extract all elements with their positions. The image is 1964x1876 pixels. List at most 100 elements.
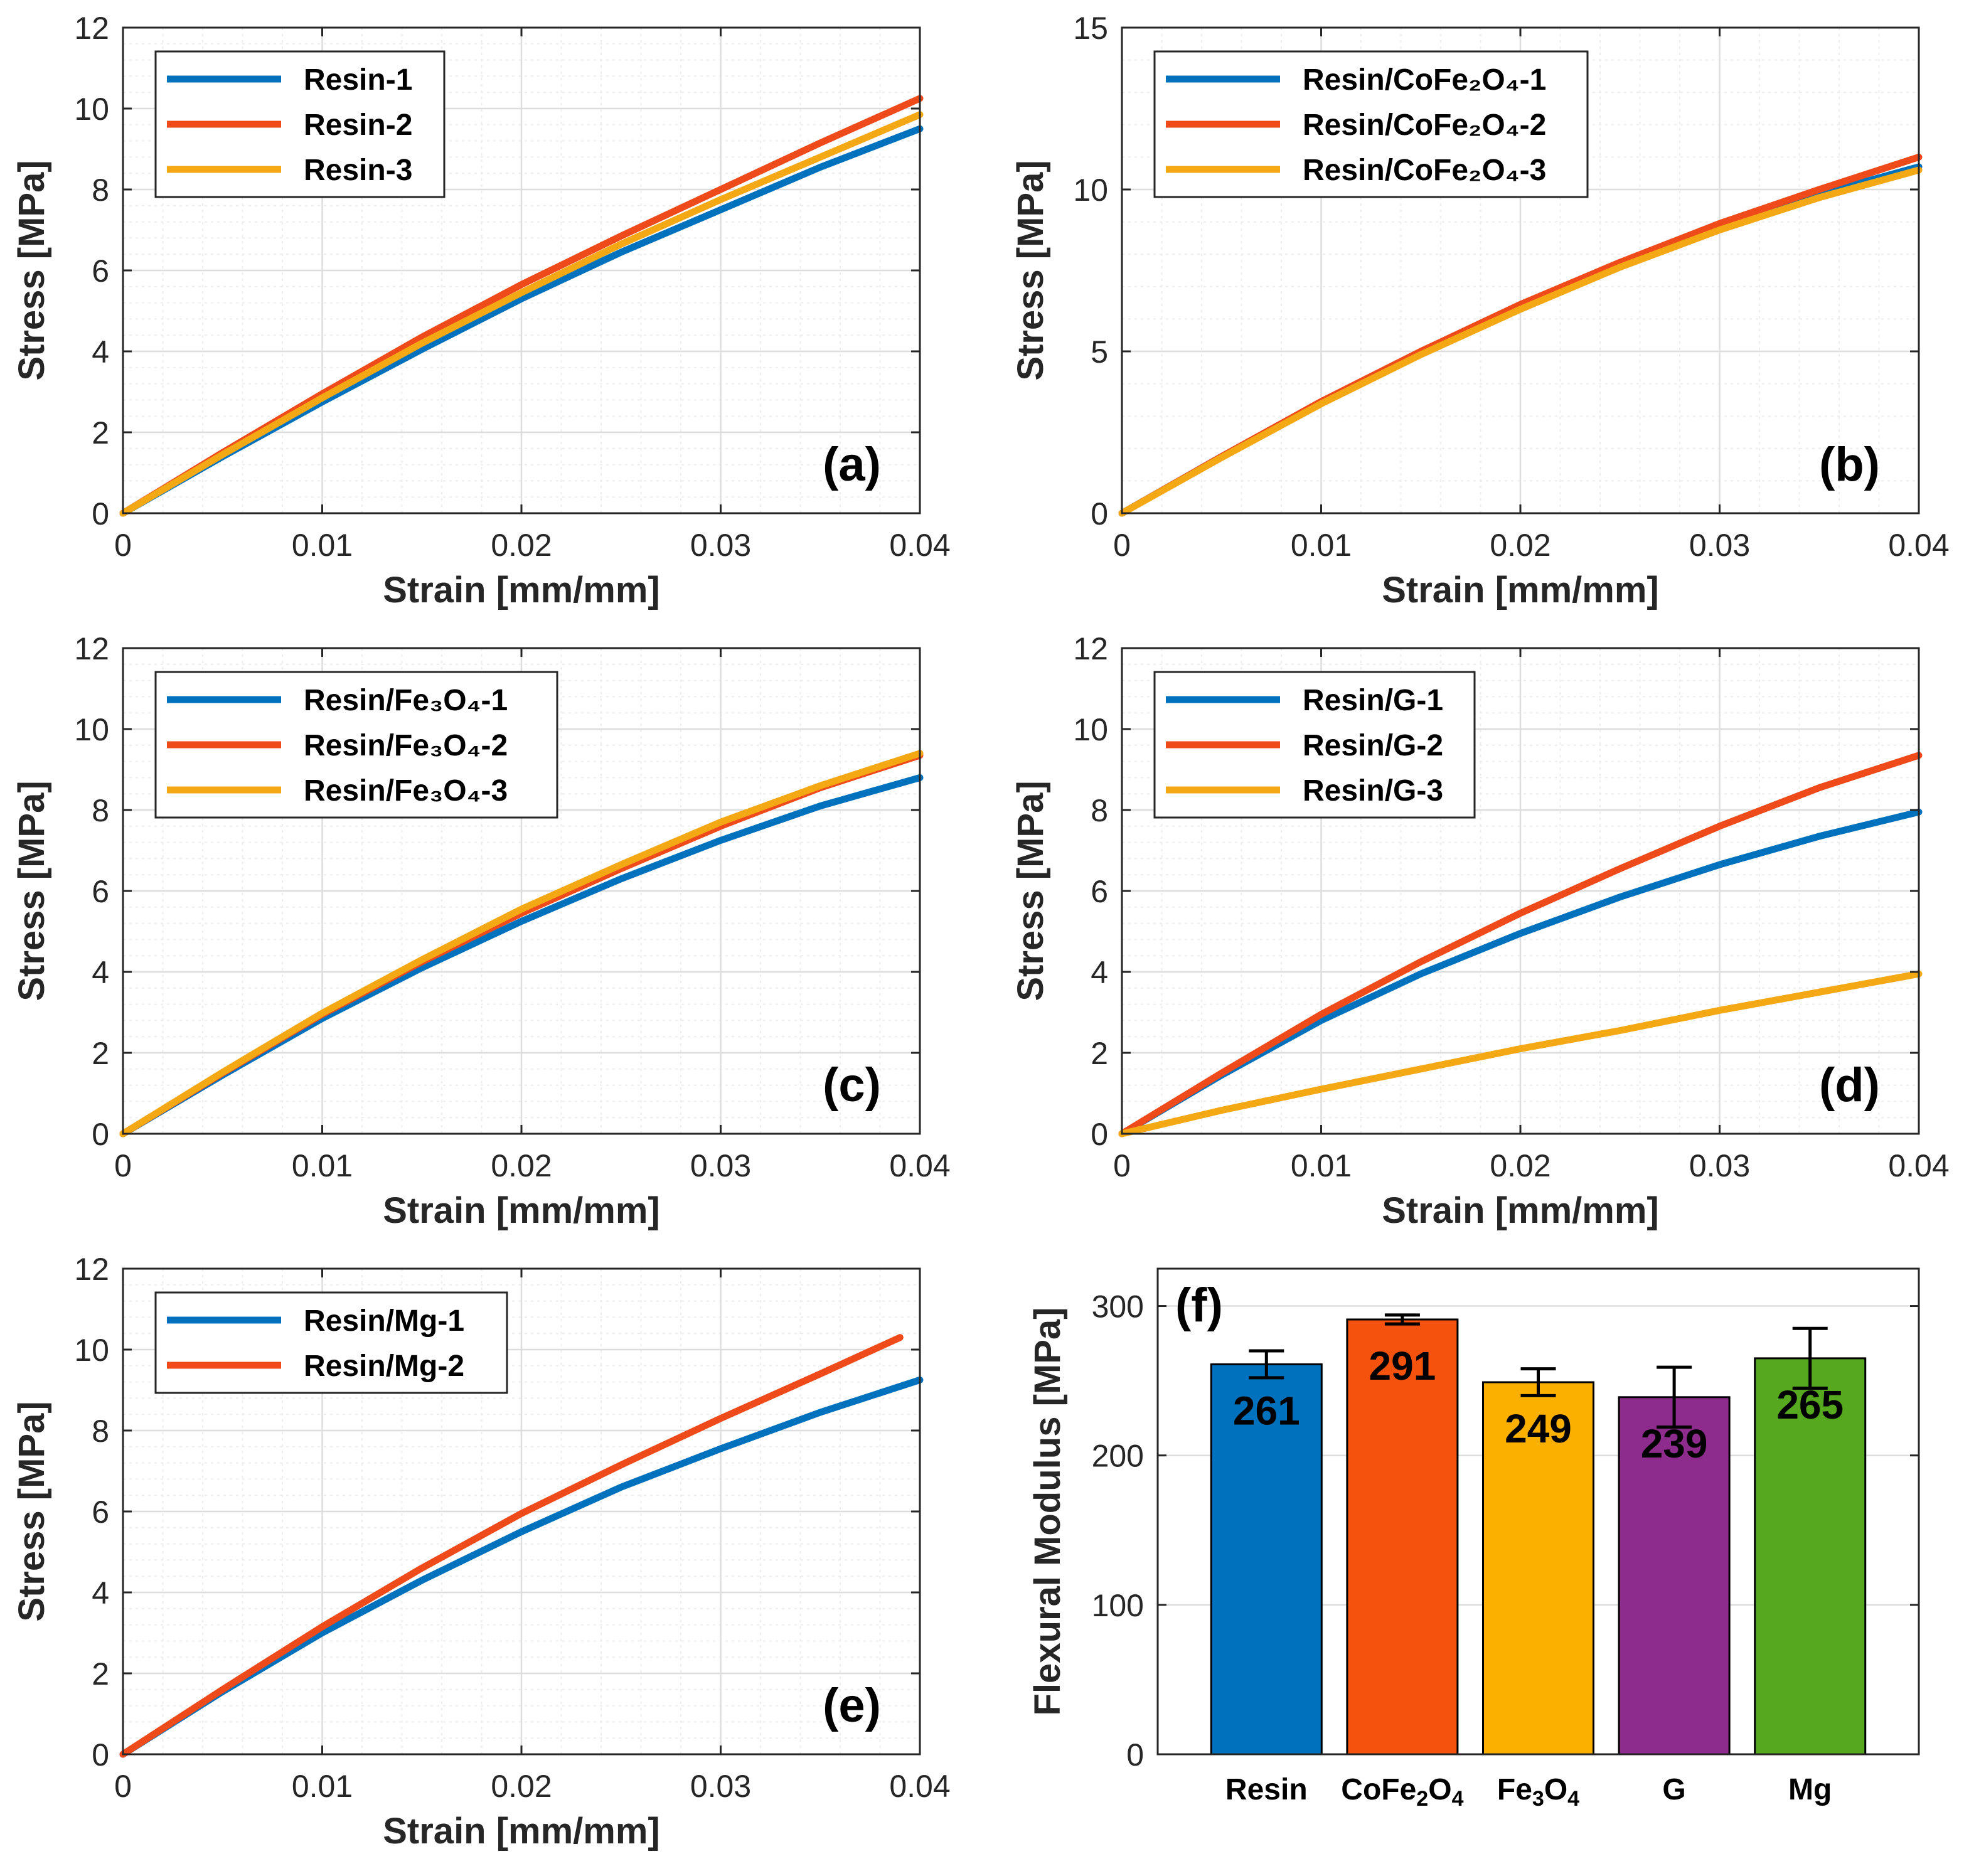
y-tick-label: 8 xyxy=(92,173,109,208)
bar-value-label: 261 xyxy=(1233,1388,1300,1433)
y-tick-label: 8 xyxy=(92,1414,109,1449)
y-tick-label: 0 xyxy=(1091,496,1108,531)
y-tick-label: 12 xyxy=(74,1252,109,1287)
y-tick-label: 6 xyxy=(92,874,109,909)
x-tick-label: 0.02 xyxy=(1490,1148,1550,1183)
legend-box xyxy=(154,1291,508,1394)
bar-value-label: 291 xyxy=(1369,1343,1436,1388)
y-tick-label: 4 xyxy=(92,1575,109,1611)
y-tick-label: 4 xyxy=(1091,955,1108,990)
series-line-2 xyxy=(119,1334,904,1758)
x-tick-label: 0.01 xyxy=(1291,528,1352,563)
y-tick-label: 0 xyxy=(92,496,109,531)
series-line-3 xyxy=(119,750,924,1138)
y-tick-label: 8 xyxy=(1091,793,1108,828)
y-tick-label: 10 xyxy=(74,92,109,127)
x-tick-label: 0.02 xyxy=(1490,528,1550,563)
category-label-part: Fe xyxy=(1497,1773,1532,1806)
category-label: Mg xyxy=(1788,1773,1832,1806)
legend: Resin/CoFe₂O₄-1 Resin/CoFe₂O₄-2 Resin/CoFe… xyxy=(1153,50,1589,198)
y-axis-label: Flexural Modulus [MPa] xyxy=(1027,1308,1068,1716)
legend-entry: Resin/G-2 xyxy=(1303,729,1443,762)
axes-box xyxy=(1156,1267,1920,1756)
x-tick-label: 0 xyxy=(1113,528,1131,563)
x-tick-label: 0.03 xyxy=(690,1769,751,1804)
category-label-part: Mg xyxy=(1788,1773,1832,1806)
x-tick-label: 0.01 xyxy=(292,1148,353,1183)
panel-label: (a) xyxy=(823,438,881,491)
legend-entry: Resin/Mg-2 xyxy=(304,1350,464,1383)
category-label-part: 4 xyxy=(1567,1787,1579,1811)
category-label: G xyxy=(1662,1773,1685,1806)
y-axis-label: Stress [MPa] xyxy=(1010,781,1051,1001)
legend-entry: Resin/CoFe₂O₄-1 xyxy=(1303,63,1546,97)
series-line-3 xyxy=(1118,166,1923,517)
x-tick-label: 0.03 xyxy=(690,528,751,563)
y-tick-label: 5 xyxy=(1091,334,1108,370)
bar-3 xyxy=(1482,1381,1594,1756)
y-tick-label: 0 xyxy=(92,1737,109,1772)
category-label-part: G xyxy=(1662,1773,1685,1806)
legend-entry: Resin/CoFe₂O₄-2 xyxy=(1303,109,1546,142)
y-tick-label: 6 xyxy=(92,1495,109,1530)
x-axis-label: Strain [mm/mm] xyxy=(383,570,660,610)
legend-entry: Resin/Mg-1 xyxy=(304,1304,464,1338)
x-axis-label: Strain [mm/mm] xyxy=(383,1811,660,1852)
y-tick-label: 200 xyxy=(1092,1439,1144,1474)
y-axis-label: Stress [MPa] xyxy=(11,160,52,380)
category-label-part: O xyxy=(1428,1773,1451,1806)
series-line-3 xyxy=(119,111,924,517)
y-tick-label: 12 xyxy=(74,631,109,666)
bar-value-label: 239 xyxy=(1641,1421,1708,1466)
panel-label: (f) xyxy=(1175,1279,1223,1332)
legend: Resin-1 Resin-2 Resin-3 xyxy=(154,50,446,198)
chart-panel-a: 0 0.01 0.02 0.03 0.04 0 2 4 6 8 10 12 Strain [mm/mm]… xyxy=(11,11,951,610)
x-axis-label: Strain [mm/mm] xyxy=(383,1190,660,1231)
panel-label: (e) xyxy=(823,1679,881,1732)
legend-entry: Resin/Fe₃O₄-1 xyxy=(304,684,508,717)
y-tick-label: 15 xyxy=(1073,11,1108,46)
bar-value-label: 249 xyxy=(1505,1406,1572,1451)
x-tick-label: 0.04 xyxy=(889,1769,950,1804)
x-tick-label: 0 xyxy=(1113,1148,1131,1183)
chart-panel-b: 0 0.01 0.02 0.03 0.04 0 5 10 15 Strain [mm/mm] Str… xyxy=(1010,11,1950,610)
legend-entry: Resin/Fe₃O₄-2 xyxy=(304,729,508,762)
x-tick-label: 0.04 xyxy=(889,1148,950,1183)
y-axis-label: Stress [MPa] xyxy=(11,781,52,1001)
legend: Resin/Fe₃O₄-1 Resin/Fe₃O₄-2 Resin/Fe₃O₄-3 xyxy=(154,671,558,819)
panel-label: (b) xyxy=(1819,438,1880,491)
bar-value-label: 265 xyxy=(1776,1382,1844,1427)
y-tick-label: 10 xyxy=(74,1333,109,1368)
bar-4 xyxy=(1618,1396,1731,1756)
legend: Resin/Mg-1 Resin/Mg-2 xyxy=(154,1291,508,1394)
y-tick-label: 0 xyxy=(1091,1117,1108,1152)
x-axis-label: Strain [mm/mm] xyxy=(1382,1190,1659,1231)
y-axis-label: Stress [MPa] xyxy=(1010,160,1051,380)
y-tick-label: 2 xyxy=(1091,1036,1108,1071)
chart-panel-c: 0 0.01 0.02 0.03 0.04 0 2 4 6 8 10 12 Strain [mm/mm]… xyxy=(11,631,951,1231)
category-label: Fe3O4 xyxy=(1497,1773,1579,1811)
chart-panel-e: 0 0.01 0.02 0.03 0.04 0 2 4 6 8 10 12 Strain [mm/mm]… xyxy=(11,1252,951,1852)
panel-label: (c) xyxy=(823,1058,881,1112)
y-tick-label: 6 xyxy=(92,253,109,289)
x-tick-label: 0.03 xyxy=(1689,1148,1750,1183)
category-label-part: Resin xyxy=(1225,1773,1308,1806)
x-tick-label: 0.04 xyxy=(1888,1148,1949,1183)
y-tick-label: 10 xyxy=(1073,712,1108,747)
x-tick-label: 0 xyxy=(114,1148,132,1183)
series-line-3 xyxy=(1118,970,1923,1138)
category-label: Resin xyxy=(1225,1773,1308,1806)
y-tick-label: 12 xyxy=(1073,631,1108,666)
x-tick-label: 0.03 xyxy=(1689,528,1750,563)
x-tick-label: 0.04 xyxy=(1888,528,1949,563)
x-tick-label: 0.02 xyxy=(491,1148,552,1183)
x-tick-label: 0.01 xyxy=(292,528,353,563)
y-tick-label: 10 xyxy=(1073,173,1108,208)
x-tick-label: 0 xyxy=(114,1769,132,1804)
x-tick-label: 0 xyxy=(114,528,132,563)
x-tick-label: 0.01 xyxy=(1291,1148,1352,1183)
x-axis-label: Strain [mm/mm] xyxy=(1382,570,1659,610)
y-tick-label: 2 xyxy=(92,1656,109,1692)
series-line-2 xyxy=(1118,752,1923,1138)
